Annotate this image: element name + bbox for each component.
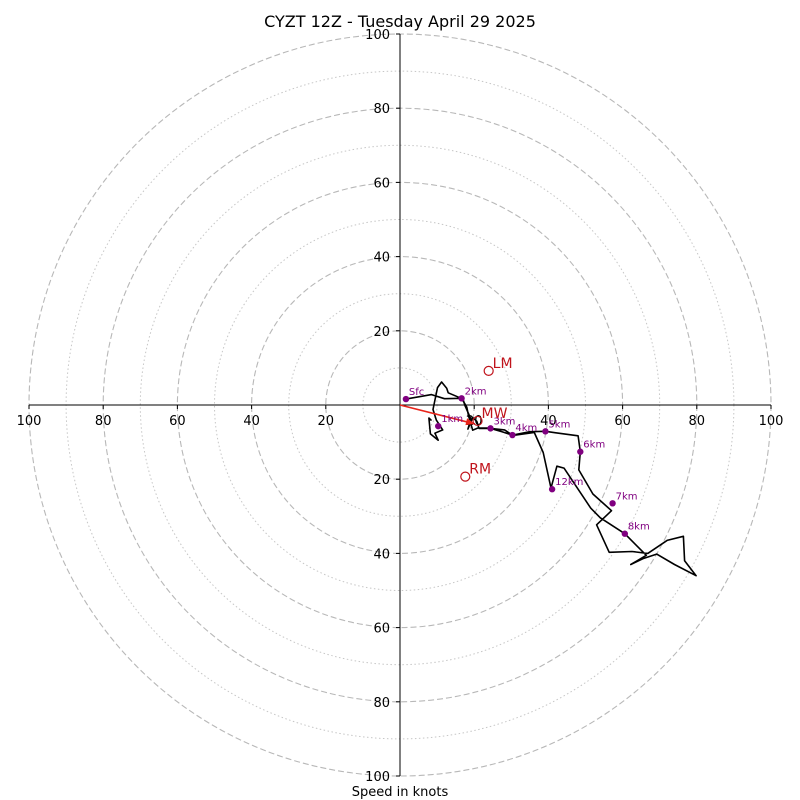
x-tick-label: 60 <box>169 414 186 429</box>
storm-motion-marker <box>483 365 494 376</box>
level-marker <box>542 428 549 435</box>
mean-wind-arrowhead <box>465 418 475 426</box>
mean-wind-arrow <box>399 404 476 425</box>
level-marker <box>509 431 516 439</box>
y-tick-label: 100 <box>365 770 390 785</box>
storm-motion-label: LM <box>493 356 513 372</box>
chart-title: CYZT 12Z - Tuesday April 29 2025 <box>264 12 536 31</box>
y-tick-label: 60 <box>373 622 390 637</box>
level-label: 8km <box>628 522 650 533</box>
y-tick-label: 20 <box>373 473 390 488</box>
level-marker <box>577 448 584 455</box>
y-tick-label: 100 <box>365 28 390 43</box>
y-tick-label: 60 <box>373 176 390 191</box>
x-tick-label: 40 <box>243 414 260 429</box>
storm-motion-marker <box>460 471 471 482</box>
x-tick-label: 80 <box>95 414 112 429</box>
level-label: 2km <box>465 386 487 397</box>
y-tick-label: 40 <box>373 547 390 562</box>
y-tick-label: 40 <box>373 251 390 266</box>
level-marker <box>402 395 410 403</box>
x-tick-label: 100 <box>759 414 784 429</box>
level-marker <box>548 486 556 493</box>
level-label: 12km <box>555 477 583 488</box>
x-tick-label: 100 <box>17 414 42 429</box>
level-label: 7km <box>616 491 638 502</box>
hodograph-trace-group <box>405 381 697 577</box>
y-tick-label: 80 <box>373 102 390 117</box>
level-marker <box>609 500 616 507</box>
hodograph-trace <box>405 381 697 577</box>
y-tick-label: 20 <box>373 325 390 340</box>
storm-motion-label: RM <box>469 462 491 478</box>
level-label: 6km <box>583 440 605 451</box>
storm-motions: LM MW RM <box>460 356 513 482</box>
level-label: 1km <box>441 414 463 425</box>
level-marker <box>621 530 629 537</box>
level-label: 4km <box>515 423 537 434</box>
storm-motion-label: MW <box>482 406 508 422</box>
x-tick-label: 80 <box>689 414 706 429</box>
x-tick-label: 60 <box>614 414 631 429</box>
level-label: Sfc <box>409 387 424 398</box>
level-marker <box>435 422 442 430</box>
level-label: 5km <box>548 419 570 430</box>
x-tick-label: 20 <box>318 414 335 429</box>
y-tick-label: 80 <box>373 696 390 711</box>
level-marker <box>458 395 465 402</box>
x-axis-label: Speed in knots <box>352 785 449 800</box>
mean-wind-arrow-group <box>399 404 476 426</box>
level-marker <box>487 425 494 432</box>
storm-motion-marker <box>472 415 483 427</box>
x-tick-label: 40 <box>540 414 557 429</box>
level-label: 3km <box>494 416 516 427</box>
